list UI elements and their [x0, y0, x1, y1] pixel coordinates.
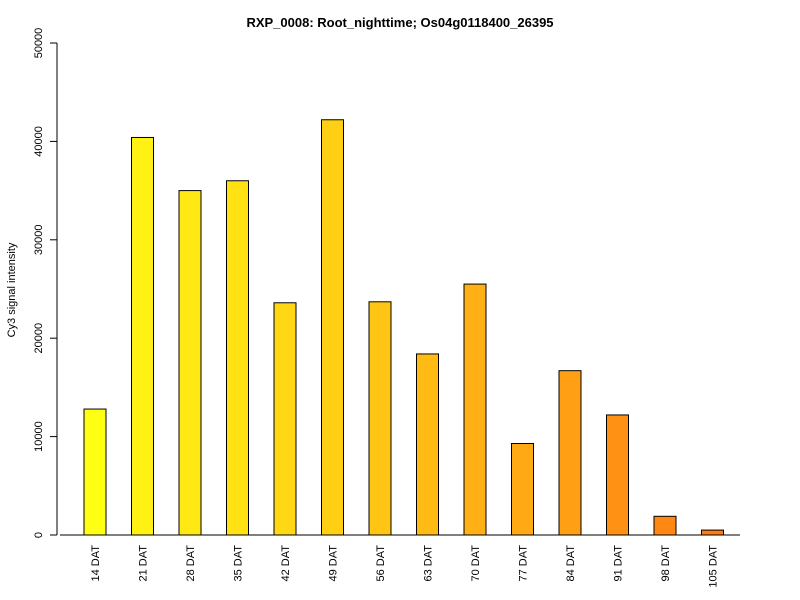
- bar: [226, 180, 249, 536]
- y-tick-label: 40000: [33, 126, 45, 157]
- x-tick-label: 14 DAT: [90, 545, 102, 582]
- bar: [558, 370, 582, 536]
- chart-title: RXP_0008: Root_nighttime; Os04g0118400_2…: [246, 15, 553, 30]
- bar: [131, 136, 154, 536]
- bar: [463, 283, 487, 536]
- bar: [178, 190, 202, 536]
- x-tick-label: 49 DAT: [328, 545, 340, 582]
- x-tick-label: 21 DAT: [138, 545, 150, 582]
- bar: [416, 353, 439, 536]
- y-tick-label: 30000: [33, 225, 45, 256]
- x-tick-label: 91 DAT: [613, 545, 625, 582]
- bar: [368, 301, 392, 536]
- x-tick-label: 63 DAT: [423, 545, 435, 582]
- x-axis: 14 DAT 21 DAT 28 DAT 35 DAT 42 DAT 49 DAT 56 D…: [60, 534, 740, 588]
- bar: [511, 442, 534, 536]
- bar: [273, 302, 297, 536]
- y-axis-label: Cy3 signal intensity: [6, 242, 18, 337]
- x-tick-label: 77 DAT: [518, 545, 530, 582]
- x-tick-label: 98 DAT: [660, 545, 672, 582]
- x-tick-label: 42 DAT: [280, 545, 292, 582]
- y-tick-label: 20000: [33, 323, 45, 354]
- bar: [653, 515, 677, 536]
- y-tick-label: 10000: [33, 421, 45, 452]
- x-tick-label: 35 DAT: [233, 545, 245, 582]
- bars-group: [83, 119, 724, 536]
- bar: [701, 529, 724, 536]
- y-axis: 0 10000 20000 30000 40000 50000: [33, 28, 58, 538]
- y-tick-label: 0: [33, 532, 45, 538]
- x-tick-label: 84 DAT: [565, 545, 577, 582]
- x-tick-label: 70 DAT: [470, 545, 482, 582]
- x-tick-label: 28 DAT: [185, 545, 197, 582]
- bar: [321, 119, 344, 536]
- bar: [606, 414, 629, 536]
- bar: [83, 408, 107, 536]
- y-tick-label: 50000: [33, 28, 45, 59]
- x-tick-label: 56 DAT: [375, 545, 387, 582]
- x-tick-label: 105 DAT: [708, 545, 720, 588]
